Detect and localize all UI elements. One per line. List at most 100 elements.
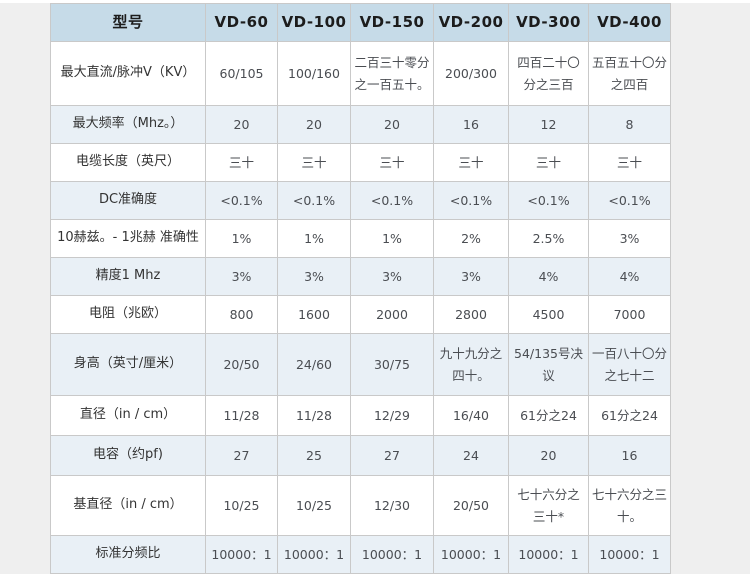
cell: 2% xyxy=(433,219,509,258)
cell: <0.1% xyxy=(508,181,589,220)
table-row: 最大频率（Mhz。） 20 20 20 16 12 8 xyxy=(50,105,671,144)
cell: 三十 xyxy=(588,143,671,182)
cell: 4% xyxy=(588,257,671,296)
column-header-vd60: VD-60 xyxy=(205,3,278,42)
cell: 20 xyxy=(350,105,434,144)
header-row: 型号 VD-60 VD-100 VD-150 VD-200 VD-300 VD-… xyxy=(50,3,671,42)
table-row: 电缆长度（英尺） 三十 三十 三十 三十 三十 三十 xyxy=(50,143,671,182)
cell: 24 xyxy=(433,435,509,476)
cell: 2800 xyxy=(433,295,509,334)
cell: 4% xyxy=(508,257,589,296)
cell: 九十九分之四十。 xyxy=(433,333,509,396)
row-label: 基直径（in / cm） xyxy=(50,475,206,536)
row-label: 最大直流/脉冲V（KV） xyxy=(50,41,206,106)
cell: 二百三十零分之一百五十。 xyxy=(350,41,434,106)
cell: 1% xyxy=(205,219,278,258)
table-row: 基直径（in / cm） 10/25 10/25 12/30 20/50 七十六… xyxy=(50,475,671,536)
row-label: 标准分频比 xyxy=(50,535,206,574)
column-header-vd200: VD-200 xyxy=(433,3,509,42)
cell: 四百二十〇分之三百 xyxy=(508,41,589,106)
table-row: 最大直流/脉冲V（KV） 60/105 100/160 二百三十零分之一百五十。… xyxy=(50,41,671,106)
cell: 12/30 xyxy=(350,475,434,536)
cell: 54/135号决议 xyxy=(508,333,589,396)
table-row: 电阻（兆欧） 800 1600 2000 2800 4500 7000 xyxy=(50,295,671,334)
cell: 七十六分之三十* xyxy=(508,475,589,536)
cell: 12 xyxy=(508,105,589,144)
cell: <0.1% xyxy=(433,181,509,220)
cell: 60/105 xyxy=(205,41,278,106)
cell: 10/25 xyxy=(205,475,278,536)
cell: 24/60 xyxy=(277,333,351,396)
cell: 1600 xyxy=(277,295,351,334)
table-row: 电容（约pf) 27 25 27 24 20 16 xyxy=(50,435,671,476)
cell: 20/50 xyxy=(205,333,278,396)
cell: 20/50 xyxy=(433,475,509,536)
cell: 7000 xyxy=(588,295,671,334)
cell: 三十 xyxy=(205,143,278,182)
column-header-vd400: VD-400 xyxy=(588,3,671,42)
cell: 800 xyxy=(205,295,278,334)
row-label: 电缆长度（英尺） xyxy=(50,143,206,182)
cell: 3% xyxy=(350,257,434,296)
cell: 10000：1 xyxy=(277,535,351,574)
cell: 10000：1 xyxy=(433,535,509,574)
cell: 11/28 xyxy=(277,395,351,436)
column-header-vd150: VD-150 xyxy=(350,3,434,42)
cell: 16 xyxy=(588,435,671,476)
cell: 10/25 xyxy=(277,475,351,536)
cell: 61分之24 xyxy=(508,395,589,436)
row-label: 电容（约pf) xyxy=(50,435,206,476)
cell: 2000 xyxy=(350,295,434,334)
cell: 10000：1 xyxy=(508,535,589,574)
cell: 三十 xyxy=(350,143,434,182)
cell: 61分之24 xyxy=(588,395,671,436)
cell: 20 xyxy=(205,105,278,144)
cell: 五百五十〇分之四百 xyxy=(588,41,671,106)
cell: 16 xyxy=(433,105,509,144)
top-strip xyxy=(0,0,750,3)
cell: 3% xyxy=(277,257,351,296)
spec-table: 型号 VD-60 VD-100 VD-150 VD-200 VD-300 VD-… xyxy=(50,3,671,574)
cell: 25 xyxy=(277,435,351,476)
cell: 100/160 xyxy=(277,41,351,106)
cell: 4500 xyxy=(508,295,589,334)
table-row: 身高（英寸/厘米） 20/50 24/60 30/75 九十九分之四十。 54/… xyxy=(50,333,671,396)
cell: 27 xyxy=(205,435,278,476)
cell: 1% xyxy=(350,219,434,258)
cell: 30/75 xyxy=(350,333,434,396)
row-label: 最大频率（Mhz。） xyxy=(50,105,206,144)
row-label: 电阻（兆欧） xyxy=(50,295,206,334)
table-row: DC准确度 <0.1% <0.1% <0.1% <0.1% <0.1% <0.1… xyxy=(50,181,671,220)
cell: 20 xyxy=(508,435,589,476)
cell: 200/300 xyxy=(433,41,509,106)
cell: 3% xyxy=(588,219,671,258)
cell: 三十 xyxy=(433,143,509,182)
row-label: 10赫兹。- 1兆赫 准确性 xyxy=(50,219,206,258)
cell: 10000：1 xyxy=(588,535,671,574)
cell: <0.1% xyxy=(350,181,434,220)
cell: 27 xyxy=(350,435,434,476)
column-header-vd300: VD-300 xyxy=(508,3,589,42)
cell: 10000：1 xyxy=(205,535,278,574)
row-label: DC准确度 xyxy=(50,181,206,220)
cell: <0.1% xyxy=(588,181,671,220)
cell: 三十 xyxy=(508,143,589,182)
cell: 2.5% xyxy=(508,219,589,258)
table-row: 精度1 Mhz 3% 3% 3% 3% 4% 4% xyxy=(50,257,671,296)
cell: 三十 xyxy=(277,143,351,182)
cell: 3% xyxy=(433,257,509,296)
cell: 16/40 xyxy=(433,395,509,436)
cell: 12/29 xyxy=(350,395,434,436)
cell: 8 xyxy=(588,105,671,144)
cell: 10000：1 xyxy=(350,535,434,574)
table-row: 标准分频比 10000：1 10000：1 10000：1 10000：1 10… xyxy=(50,535,671,574)
row-label: 精度1 Mhz xyxy=(50,257,206,296)
cell: <0.1% xyxy=(205,181,278,220)
row-label: 身高（英寸/厘米） xyxy=(50,333,206,396)
column-header-model: 型号 xyxy=(50,3,206,42)
cell: 3% xyxy=(205,257,278,296)
table-row: 10赫兹。- 1兆赫 准确性 1% 1% 1% 2% 2.5% 3% xyxy=(50,219,671,258)
column-header-vd100: VD-100 xyxy=(277,3,351,42)
cell: 20 xyxy=(277,105,351,144)
table-row: 直径（in / cm） 11/28 11/28 12/29 16/40 61分之… xyxy=(50,395,671,436)
